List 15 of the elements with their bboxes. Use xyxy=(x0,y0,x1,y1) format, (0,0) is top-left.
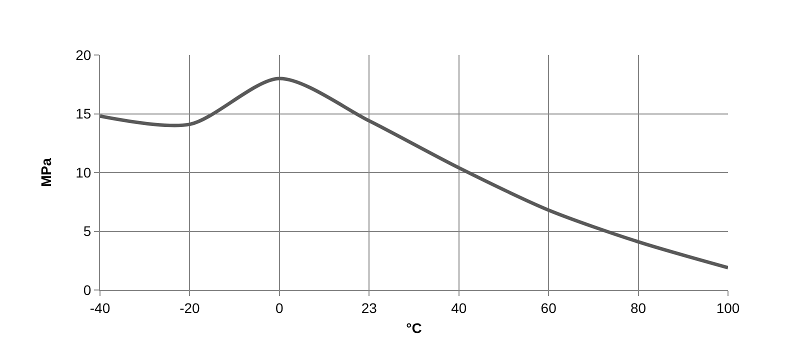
y-tick-label: 5 xyxy=(83,223,92,240)
y-axis-title: MPa xyxy=(38,158,54,187)
x-axis-title: °C xyxy=(406,320,422,336)
x-tick-label: 0 xyxy=(276,300,284,316)
x-tick-label: -40 xyxy=(90,300,110,316)
x-tick-label: 80 xyxy=(630,300,646,316)
x-tick-label: 100 xyxy=(716,300,740,316)
y-tick-label: 10 xyxy=(76,164,92,180)
y-tick-label: 15 xyxy=(76,106,92,122)
x-tick-label: -20 xyxy=(180,300,200,316)
x-tick-label: 23 xyxy=(361,300,378,316)
y-tick-label: 0 xyxy=(83,282,92,298)
x-tick-label: 60 xyxy=(540,300,557,316)
y-tick-label: 20 xyxy=(76,46,92,63)
x-tick-label: 40 xyxy=(451,300,467,316)
